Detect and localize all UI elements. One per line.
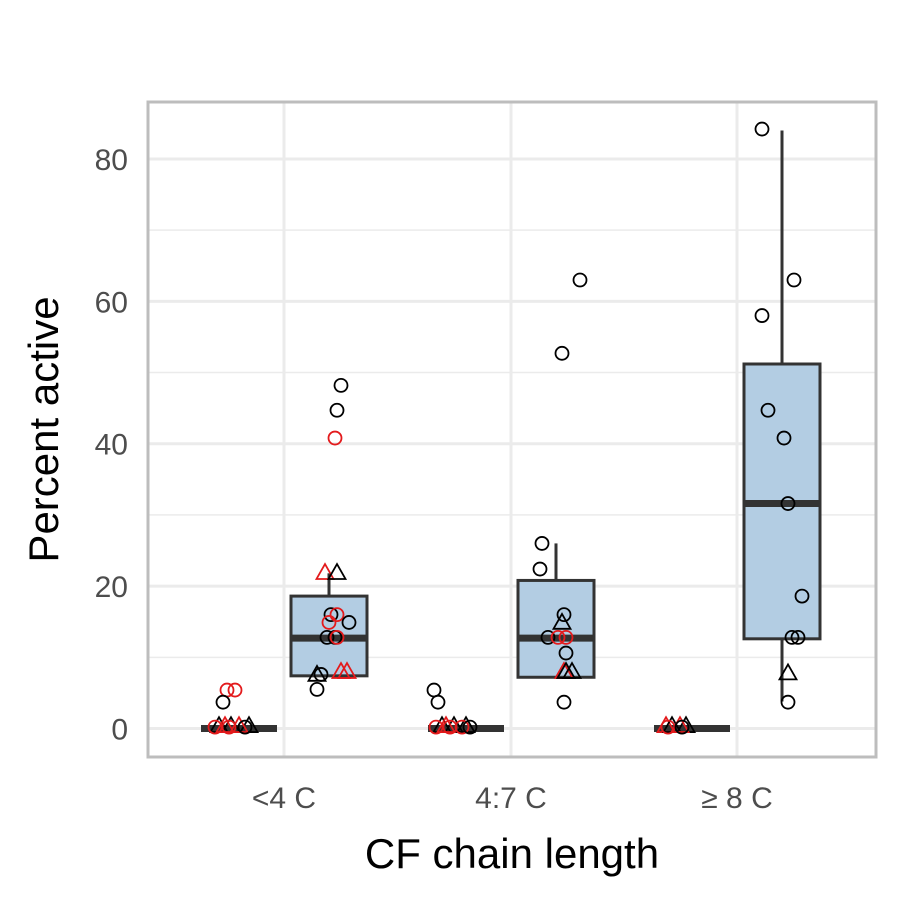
data-point-circle — [780, 694, 796, 710]
data-point-triangle — [777, 662, 799, 681]
grid-lines — [148, 102, 876, 757]
panel-border — [146, 100, 878, 759]
data-point-circle — [442, 719, 458, 735]
data-point-circle — [323, 607, 339, 623]
data-point-circle — [674, 719, 690, 735]
data-point-circle — [790, 629, 806, 645]
data-point-circle — [454, 719, 470, 735]
data-point-circle — [754, 121, 770, 137]
x-axis-title: CF chain length — [365, 830, 659, 877]
data-point-circle — [329, 629, 345, 645]
y-tick-label: 0 — [111, 714, 128, 747]
x-tick-label: ≥ 8 C — [701, 782, 772, 815]
x-tick-label: <4 C — [252, 782, 316, 815]
data-point-triangle — [336, 661, 358, 679]
data-point-circle — [341, 615, 357, 630]
data-point-circle — [660, 719, 676, 735]
data-point-circle — [321, 615, 337, 630]
data-point-circle — [221, 719, 237, 735]
data-point-circle — [227, 682, 243, 698]
data-point-triangle — [551, 612, 573, 630]
data-point-triangle — [314, 562, 336, 580]
data-point-circle — [754, 308, 770, 323]
data-point-circle — [760, 402, 776, 418]
data-point-triangle — [326, 562, 348, 580]
data-point-circle — [784, 629, 800, 645]
data-point-circle — [207, 719, 223, 735]
data-point-circle — [309, 681, 325, 697]
data-point-circle — [780, 496, 796, 511]
data-point-circle — [786, 272, 802, 288]
data-point-circle — [313, 667, 329, 682]
data-point-circle — [554, 345, 570, 361]
data-points — [207, 121, 810, 735]
data-point-circle — [776, 430, 792, 446]
data-point-circle — [556, 694, 572, 710]
data-point-circle — [540, 629, 556, 645]
y-axis-title: Percent active — [20, 296, 67, 562]
data-point-triangle — [555, 661, 577, 679]
data-point-circle — [430, 694, 446, 710]
data-point-circle — [327, 430, 343, 446]
data-point-triangle — [306, 664, 328, 682]
y-tick-label: 40 — [95, 429, 128, 462]
data-point-circle — [329, 607, 345, 623]
data-point-circle — [428, 719, 444, 735]
data-point-circle — [556, 607, 572, 623]
y-tick-label: 60 — [95, 286, 128, 319]
data-point-circle — [550, 629, 566, 645]
data-point-circle — [794, 588, 810, 604]
data-point-circle — [215, 694, 231, 710]
data-point-circle — [426, 682, 442, 698]
data-point-circle — [558, 629, 574, 645]
y-tick-label: 80 — [95, 144, 128, 177]
data-point-circle — [558, 645, 574, 661]
y-tick-label: 20 — [95, 571, 128, 604]
data-point-circle — [329, 402, 345, 418]
data-point-circle — [534, 536, 550, 551]
data-point-circle — [462, 719, 478, 735]
data-point-circle — [319, 629, 335, 645]
data-point-circle — [532, 561, 548, 577]
y-axis-ticks: 0 20 40 60 80 — [95, 144, 128, 747]
data-point-circle — [333, 377, 349, 393]
x-tick-label: 4:7 C — [475, 782, 547, 815]
data-point-circle — [237, 719, 253, 735]
data-point-circle — [572, 272, 588, 288]
x-axis-ticks: <4 C 4:7 C ≥ 8 C — [252, 782, 773, 815]
